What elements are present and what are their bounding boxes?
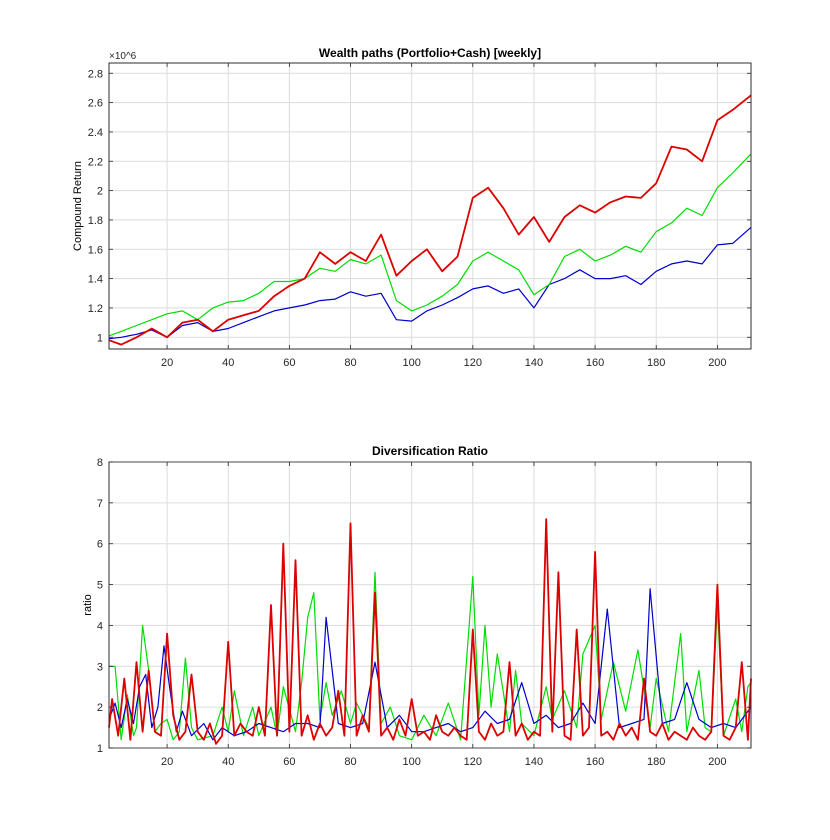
diversification-y-tick-label: 8 bbox=[97, 457, 103, 469]
wealth-x-tick-label: 140 bbox=[525, 357, 543, 369]
diversification-y-ticks: 1 2 3 4 5 6 7 8 bbox=[97, 457, 751, 755]
diversification-x-tick-label: 20 bbox=[161, 756, 173, 768]
wealth-y-tick-label: 2.6 bbox=[88, 98, 103, 110]
wealth-x-tick-label: 180 bbox=[647, 357, 665, 369]
diversification-chart: 20 40 60 80 100 120 140 160 180 200 1 2 3 4 5 6 7 8 Dive… bbox=[82, 444, 752, 768]
wealth-y-ticks: 1 1.2 1.4 1.6 1.8 2 2.2 2.4 2.6 2.8 bbox=[88, 68, 751, 344]
diversification-x-tick-label: 140 bbox=[525, 756, 543, 768]
wealth-x-tick-label: 100 bbox=[402, 357, 420, 369]
wealth-y-tick-label: 2.8 bbox=[88, 68, 103, 80]
wealth-series bbox=[108, 94, 752, 346]
wealth-y-tick-label: 2 bbox=[97, 186, 103, 198]
wealth-x-tick-label: 20 bbox=[161, 357, 173, 369]
diversification-y-tick-label: 2 bbox=[97, 702, 103, 714]
wealth-grid bbox=[109, 63, 751, 349]
diversification-x-tick-label: 120 bbox=[464, 756, 482, 768]
diversification-x-tick-label: 40 bbox=[222, 756, 234, 768]
wealth-axis-frame bbox=[108, 62, 752, 350]
diversification-x-tick-label: 60 bbox=[283, 756, 295, 768]
wealth-x-tick-label: 120 bbox=[464, 357, 482, 369]
diversification-y-tick-label: 4 bbox=[97, 620, 103, 632]
wealth-x-tick-label: 80 bbox=[344, 357, 356, 369]
diversification-x-tick-label: 80 bbox=[344, 756, 356, 768]
wealth-x-tick-label: 60 bbox=[283, 357, 295, 369]
wealth-y-tick-label: 1.4 bbox=[88, 274, 103, 286]
diversification-series-line-2 bbox=[108, 518, 752, 745]
wealth-y-tick-label: 1.6 bbox=[88, 244, 103, 256]
diversification-x-tick-label: 100 bbox=[402, 756, 420, 768]
wealth-x-ticks: 20 40 60 80 100 120 140 160 180 200 bbox=[161, 63, 727, 369]
wealth-y-exponent-label: ×10^6 bbox=[109, 51, 137, 62]
diversification-x-ticks: 20 40 60 80 100 120 140 160 180 200 bbox=[161, 462, 727, 768]
wealth-y-tick-label: 2.2 bbox=[88, 156, 103, 168]
diversification-y-tick-label: 3 bbox=[97, 661, 103, 673]
wealth-y-tick-label: 1.2 bbox=[88, 303, 103, 315]
diversification-x-tick-label: 200 bbox=[708, 756, 726, 768]
diversification-axis-frame bbox=[108, 461, 752, 749]
wealth-chart-title: Wealth paths (Portfolio+Cash) [weekly] bbox=[319, 46, 541, 60]
diversification-y-tick-label: 7 bbox=[97, 498, 103, 510]
wealth-chart: 20 40 60 80 100 120 140 160 180 200 1 1.2 1.4 1.6 1.8… bbox=[72, 46, 752, 369]
diversification-y-axis-label: ratio bbox=[82, 594, 94, 615]
wealth-y-tick-label: 1 bbox=[97, 332, 103, 344]
diversification-plot-area bbox=[108, 461, 752, 749]
wealth-series-line-1 bbox=[108, 153, 752, 337]
wealth-x-tick-label: 160 bbox=[586, 357, 604, 369]
wealth-x-tick-label: 40 bbox=[222, 357, 234, 369]
diversification-x-tick-label: 160 bbox=[586, 756, 604, 768]
diversification-y-tick-label: 1 bbox=[97, 743, 103, 755]
wealth-plot-area bbox=[108, 62, 752, 350]
wealth-x-tick-label: 200 bbox=[708, 357, 726, 369]
wealth-y-tick-label: 1.8 bbox=[88, 215, 103, 227]
diversification-series bbox=[108, 518, 752, 745]
wealth-y-axis-label: Compound Return bbox=[72, 161, 84, 251]
diversification-y-tick-label: 6 bbox=[97, 539, 103, 551]
wealth-y-tick-label: 2.4 bbox=[88, 127, 103, 139]
diversification-y-tick-label: 5 bbox=[97, 580, 103, 592]
diversification-x-tick-label: 180 bbox=[647, 756, 665, 768]
wealth-series-line-2 bbox=[108, 94, 752, 346]
diversification-chart-title: Diversification Ratio bbox=[372, 444, 488, 458]
